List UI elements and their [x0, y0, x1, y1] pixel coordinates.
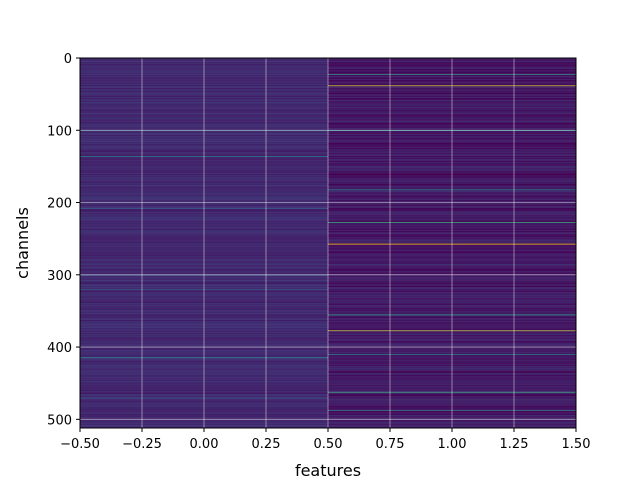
x-tick-label: 1.50 [562, 437, 591, 452]
x-tick-label: 0.00 [190, 437, 219, 452]
x-tick-label: 0.50 [314, 437, 343, 452]
x-axis-ticks: −0.50 −0.25 0.00 0.25 0.50 0.75 1.00 1.25 1.50 [60, 428, 590, 452]
y-tick-label: 300 [47, 269, 72, 284]
plot-area [79, 57, 577, 429]
x-tick-label: −0.25 [122, 437, 162, 452]
y-tick-label: 200 [47, 197, 72, 212]
y-tick-label: 0 [64, 52, 72, 67]
x-axis-label: features [295, 461, 361, 480]
x-tick-label: 0.75 [376, 437, 405, 452]
x-tick-label: −0.50 [60, 437, 100, 452]
y-axis-ticks: 0 100 200 300 400 500 [47, 52, 80, 428]
y-axis-label: channels [13, 207, 32, 279]
y-tick-label: 400 [47, 341, 72, 356]
x-tick-label: 1.25 [500, 437, 529, 452]
y-tick-label: 500 [47, 413, 72, 428]
y-tick-label: 100 [47, 124, 72, 139]
x-tick-label: 0.25 [252, 437, 281, 452]
x-tick-label: 1.00 [438, 437, 467, 452]
